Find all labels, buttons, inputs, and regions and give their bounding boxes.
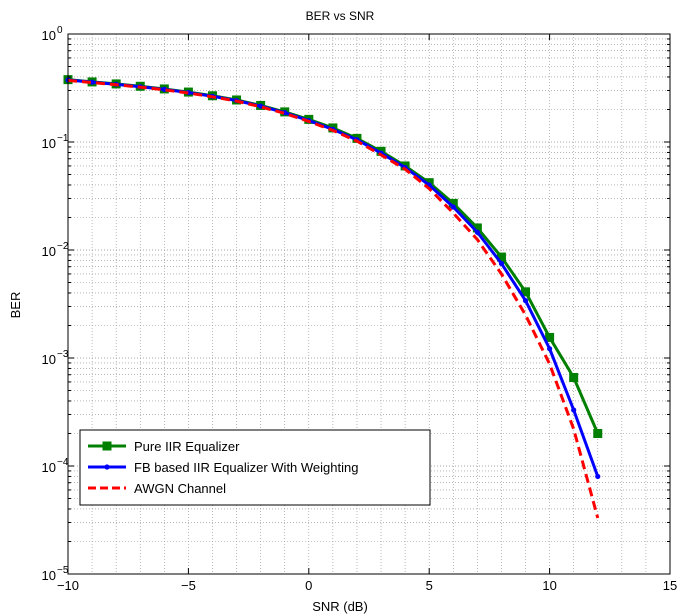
x-axis-label: SNR (dB) xyxy=(312,599,368,614)
data-point xyxy=(547,346,553,352)
legend-label: AWGN Channel xyxy=(134,481,226,496)
y-tick-label: 10 −4 xyxy=(42,457,69,475)
x-tick-label: −10 xyxy=(57,578,79,593)
legend-label: Pure IIR Equalizer xyxy=(134,439,240,454)
y-tick-exponent: −1 xyxy=(57,133,69,144)
x-tick-label: 10 xyxy=(542,578,556,593)
y-tick-exponent: 0 xyxy=(57,25,63,36)
y-tick-label: 10 −5 xyxy=(42,565,69,583)
series-3 xyxy=(67,78,600,519)
x-tick-label: 0 xyxy=(305,578,312,593)
y-tick-label: 10 −1 xyxy=(42,133,69,151)
chart-title: BER vs SNR xyxy=(306,9,375,23)
series-layer xyxy=(63,75,603,519)
y-tick-exponent: −4 xyxy=(57,457,69,468)
y-tick-exponent: −3 xyxy=(57,349,69,360)
y-tick-label: 10 0 xyxy=(42,25,63,43)
legend-item: AWGN Channel xyxy=(88,481,226,496)
data-point xyxy=(593,428,603,438)
data-point xyxy=(521,287,531,297)
x-tick-label: −5 xyxy=(181,578,196,593)
y-tick-label: 10 −3 xyxy=(42,349,69,367)
data-point xyxy=(450,204,456,210)
y-tick-base: 10 xyxy=(42,136,56,151)
data-point xyxy=(595,473,601,480)
legend: Pure IIR Equalizer FB based IIR Equalizer… xyxy=(79,429,431,506)
y-tick-base: 10 xyxy=(42,568,56,583)
y-tick-label: 10 −2 xyxy=(42,241,69,259)
y-axis-label: BER xyxy=(8,292,23,319)
data-point xyxy=(474,229,480,235)
x-tick-label: 15 xyxy=(663,578,677,593)
legend-box xyxy=(79,429,431,506)
data-point xyxy=(545,332,555,342)
legend-label: FB based IIR Equalizer With Weighting xyxy=(134,460,358,475)
legend-item: Pure IIR Equalizer xyxy=(88,439,240,454)
axis-ticks xyxy=(67,33,671,575)
x-tick-label: 5 xyxy=(426,578,433,593)
y-tick-base: 10 xyxy=(42,244,56,259)
data-point xyxy=(498,260,505,267)
y-tick-base: 10 xyxy=(42,460,56,475)
data-point xyxy=(522,298,529,304)
data-point xyxy=(571,407,577,413)
data-point xyxy=(569,372,579,382)
y-tick-exponent: −2 xyxy=(57,241,69,252)
data-point xyxy=(496,252,506,262)
y-tick-base: 10 xyxy=(42,352,56,367)
y-tick-exponent: −5 xyxy=(57,565,69,576)
data-point xyxy=(472,223,482,233)
plot-frame xyxy=(67,33,671,575)
data-point xyxy=(448,198,458,208)
legend-item: FB based IIR Equalizer With Weighting xyxy=(88,460,358,475)
series-line xyxy=(67,78,600,519)
legend-marker xyxy=(104,464,110,470)
y-tick-base: 10 xyxy=(42,28,56,43)
legend-marker xyxy=(102,441,112,451)
x-tick-labels: −10 −5 0 5 10 15 xyxy=(57,578,677,593)
